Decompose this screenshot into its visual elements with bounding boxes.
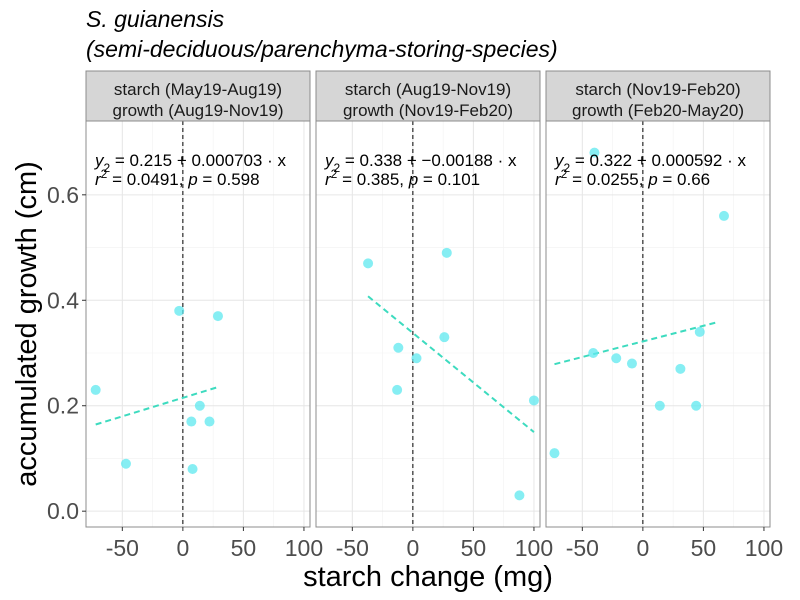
equation-body: = 0.338 + −0.00188 · x xyxy=(340,151,517,170)
chart-title: S. guianensis xyxy=(86,6,225,32)
regression-equation: y2 = 0.215 + 0.000703 · x xyxy=(94,151,286,175)
regression-equation: y2 = 0.338 + −0.00188 · x xyxy=(324,151,517,175)
y-tick-label: 0.0 xyxy=(47,498,79,524)
data-point xyxy=(204,416,215,427)
x-tick-label: 0 xyxy=(406,535,419,561)
r-symbol: r xyxy=(325,170,332,189)
equation-body: = 0.215 + 0.000703 · x xyxy=(110,151,286,170)
data-point xyxy=(174,305,185,316)
data-point xyxy=(626,358,637,369)
data-point xyxy=(120,458,131,469)
p-value: = 0.66 xyxy=(658,170,710,189)
r-symbol: r xyxy=(555,170,562,189)
regression-stats: r2 = 0.0255, p = 0.66 xyxy=(555,167,710,189)
facet-strip xyxy=(545,70,771,122)
x-tick-label: 50 xyxy=(691,535,717,561)
r-superscript: 2 xyxy=(561,167,568,181)
x-tick-label: 100 xyxy=(285,535,323,561)
data-point xyxy=(654,400,665,411)
data-point xyxy=(588,348,599,358)
regression-line xyxy=(95,386,219,426)
r-symbol: r xyxy=(95,170,102,189)
equation-subscript: 2 xyxy=(564,161,571,175)
x-tick-label: 100 xyxy=(745,535,783,561)
regression-line xyxy=(367,295,535,433)
regression-stats: r2 = 0.385, p = 0.101 xyxy=(325,167,480,189)
r2-value: = 0.0491, xyxy=(107,170,188,189)
data-point xyxy=(363,258,374,269)
y-axis-label: accumulated growth (cm) xyxy=(11,161,43,487)
panel-background xyxy=(546,121,770,527)
x-tick-label: -50 xyxy=(336,535,369,561)
equation-subscript: 2 xyxy=(104,161,111,175)
data-point xyxy=(589,147,600,158)
equation-y: y xyxy=(324,151,335,170)
regression-equation: y2 = 0.322 + 0.000592 · x xyxy=(554,151,746,175)
facet-strip-label: growth (Feb20-May20) xyxy=(572,101,744,120)
p-value: = 0.101 xyxy=(418,170,480,189)
p-symbol: p xyxy=(647,170,657,189)
data-point xyxy=(439,332,450,343)
data-point xyxy=(194,400,205,411)
data-point xyxy=(528,395,539,406)
facet-strip-label: starch (Aug19-Nov19) xyxy=(345,80,511,99)
facet-strip-label: starch (May19-Aug19) xyxy=(114,80,282,99)
panel-background xyxy=(86,121,310,527)
y-tick-label: 0.4 xyxy=(47,287,79,313)
facet-strip xyxy=(85,70,311,122)
y-tick-label: 0.2 xyxy=(47,393,79,419)
data-point xyxy=(691,400,702,411)
x-tick-label: -50 xyxy=(566,535,599,561)
regression-stats: r2 = 0.0491, p = 0.598 xyxy=(95,167,260,189)
data-point xyxy=(514,490,525,501)
data-point xyxy=(187,464,198,474)
facet-strip-label: starch (Nov19-Feb20) xyxy=(575,80,740,99)
data-point xyxy=(549,448,560,459)
data-point xyxy=(441,247,452,258)
x-axis-label: starch change (mg) xyxy=(303,561,553,593)
r-superscript: 2 xyxy=(101,167,108,181)
equation-y: y xyxy=(94,151,105,170)
facet-strip xyxy=(315,70,541,122)
regression-line xyxy=(554,321,719,366)
p-symbol: p xyxy=(408,170,418,189)
data-point xyxy=(212,311,223,322)
x-tick-label: 100 xyxy=(515,535,553,561)
data-point xyxy=(694,326,705,337)
facet-strip-label: growth (Nov19-Feb20) xyxy=(343,101,513,120)
data-point xyxy=(392,384,403,395)
y-tick-label: 0.6 xyxy=(47,182,79,208)
facet-strip-label: growth (Aug19-Nov19) xyxy=(112,101,283,120)
data-point xyxy=(675,363,686,374)
x-tick-label: 0 xyxy=(176,535,189,561)
chart-subtitle: (semi-deciduous/parenchyma-storing-speci… xyxy=(86,36,558,62)
p-value: = 0.598 xyxy=(198,170,260,189)
equation-body: = 0.322 + 0.000592 · x xyxy=(570,151,746,170)
r2-value: = 0.0255, xyxy=(567,170,648,189)
x-tick-label: 50 xyxy=(231,535,257,561)
data-point xyxy=(90,384,101,395)
data-point xyxy=(611,353,622,364)
equation-y: y xyxy=(554,151,565,170)
equation-subscript: 2 xyxy=(334,161,341,175)
data-point xyxy=(411,353,422,364)
r-superscript: 2 xyxy=(331,167,338,181)
x-tick-label: -50 xyxy=(106,535,139,561)
p-symbol: p xyxy=(187,170,197,189)
data-point xyxy=(393,342,404,353)
data-point xyxy=(718,210,729,221)
panel-background xyxy=(316,121,540,527)
r2-value: = 0.385, xyxy=(337,170,408,189)
x-tick-label: 50 xyxy=(461,535,487,561)
data-point xyxy=(186,416,197,427)
x-tick-label: 0 xyxy=(636,535,649,561)
